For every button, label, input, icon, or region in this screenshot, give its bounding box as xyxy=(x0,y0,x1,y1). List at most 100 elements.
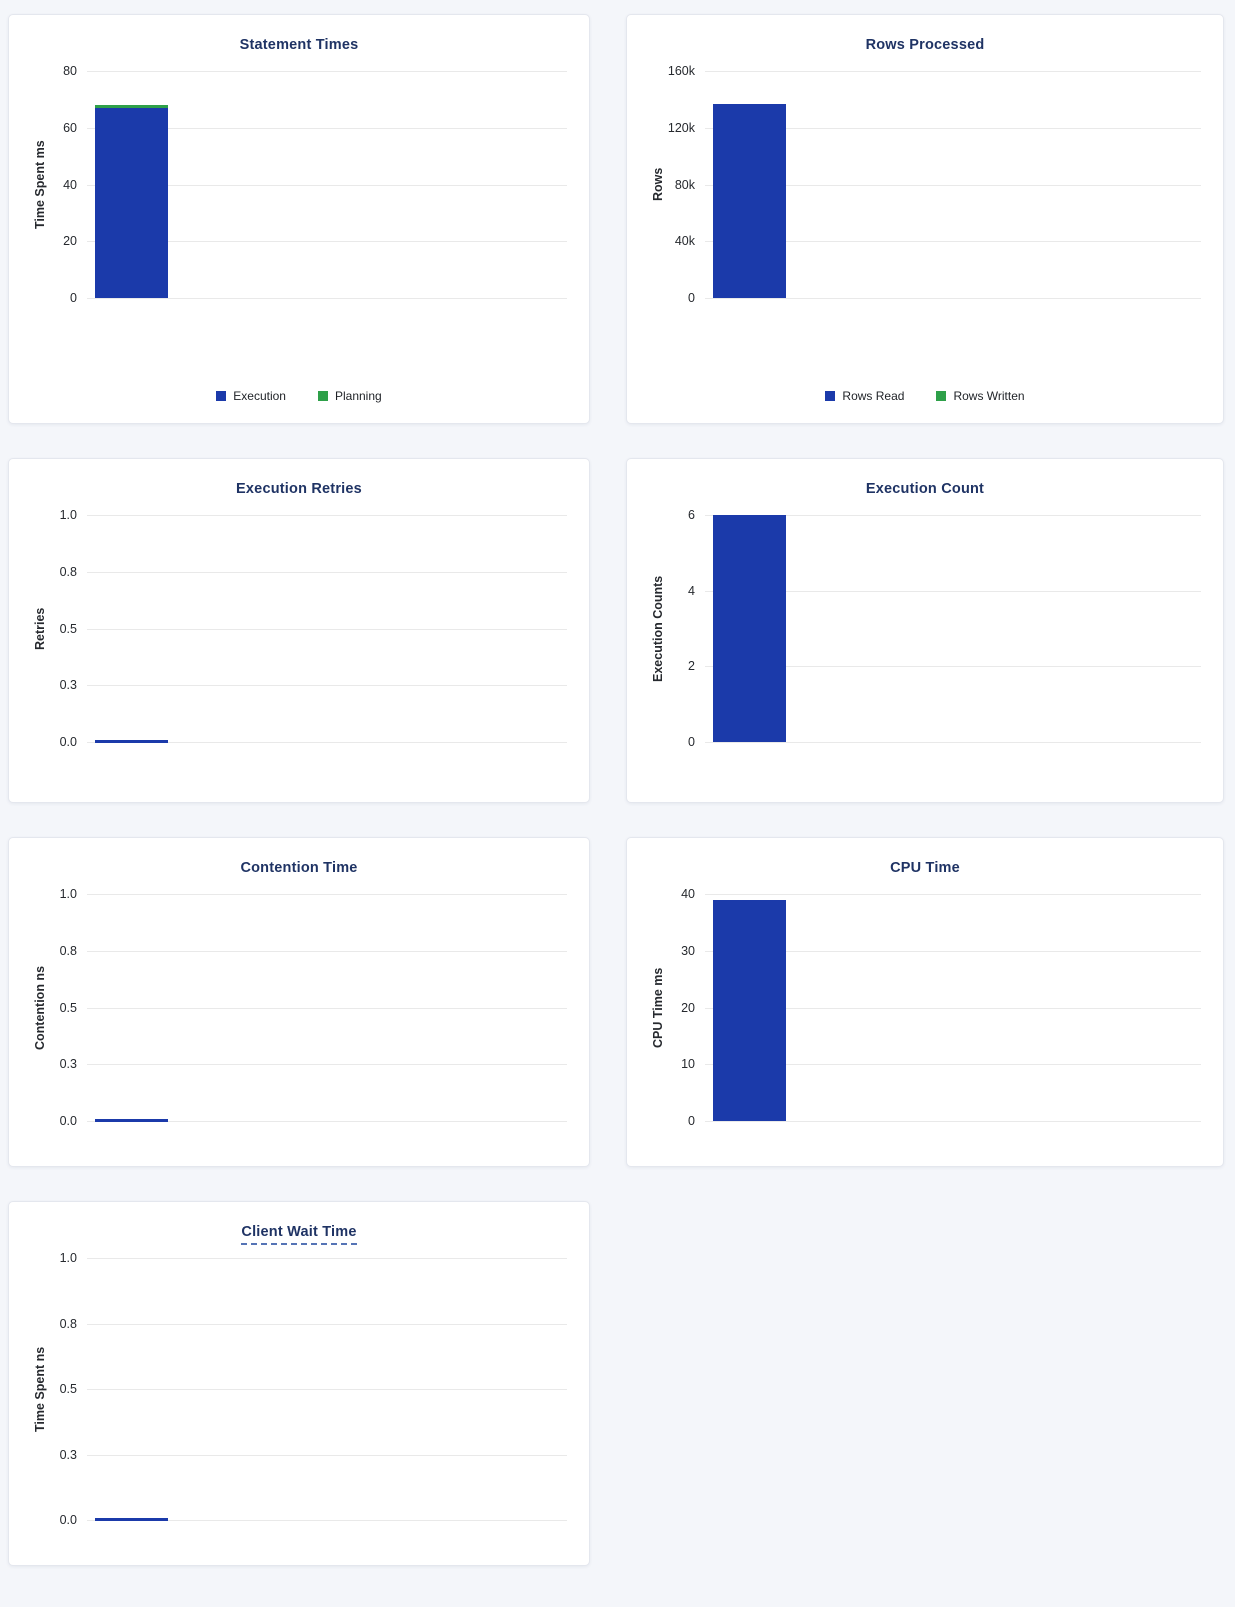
gridline xyxy=(705,894,1201,895)
legend-label: Planning xyxy=(334,389,382,403)
plot-area xyxy=(705,894,1201,1122)
gridline xyxy=(87,1258,567,1259)
cpu-time-bar[interactable] xyxy=(713,899,786,1121)
axis-tick-label: 0.3 xyxy=(59,678,77,693)
gridline xyxy=(705,742,1201,743)
gridline xyxy=(87,1454,567,1456)
axis-tick-label: 6 xyxy=(688,508,695,522)
gridline xyxy=(87,241,567,243)
execution-retries-zero-bar[interactable] xyxy=(95,740,168,743)
legend-label: Rows Read xyxy=(842,389,905,403)
axis-tick-label: 0.8 xyxy=(59,564,77,579)
axis-tick-label: 40 xyxy=(681,887,695,901)
gridline xyxy=(87,71,567,72)
axis-tick-label: 10 xyxy=(681,1057,695,1072)
gridline xyxy=(87,298,567,299)
axis-tick-label: 0.3 xyxy=(59,1057,77,1072)
chart-card-cpu-time: CPU Time CPU Time ms 40 30 20 10 0 xyxy=(626,837,1224,1167)
gridline xyxy=(87,1007,567,1009)
gridline xyxy=(87,685,567,687)
chart-card-execution-retries: Execution Retries Retries 1.0 0.8 0.5 0.3 0.… xyxy=(8,458,590,803)
axis-tick-label: 0.5 xyxy=(59,1382,77,1396)
gridline xyxy=(705,71,1201,72)
axis-tick-label: 0.5 xyxy=(59,1000,77,1015)
gridline xyxy=(87,1064,567,1066)
y-axis-ticks: 1.0 0.8 0.5 0.3 0.0 xyxy=(9,887,77,1128)
rows-read-bar[interactable] xyxy=(713,103,786,298)
gridline xyxy=(705,1007,1201,1009)
chart-title: Client Wait Time xyxy=(9,1224,589,1245)
gridline xyxy=(705,666,1201,668)
axis-tick-label: 0.3 xyxy=(59,1447,77,1462)
chart-title-text: CPU Time xyxy=(890,860,960,876)
gridline xyxy=(87,184,567,186)
planning-bar[interactable] xyxy=(95,105,168,108)
gridline xyxy=(705,1064,1201,1066)
axis-tick-label: 1.0 xyxy=(59,887,77,901)
axis-tick-label: 80 xyxy=(63,64,77,78)
legend-item-execution[interactable]: Execution xyxy=(216,389,286,403)
axis-tick-label: 0.0 xyxy=(59,735,77,749)
gridline xyxy=(87,515,567,516)
axis-tick-label: 80k xyxy=(674,177,695,192)
axis-tick-label: 40k xyxy=(674,234,695,249)
chart-title: Execution Retries xyxy=(9,481,589,497)
gridline xyxy=(87,1520,567,1521)
axis-tick-label: 2 xyxy=(688,659,695,674)
gridline xyxy=(87,571,567,573)
axis-tick-label: 0 xyxy=(688,291,695,305)
axis-tick-label: 160k xyxy=(667,64,695,78)
axis-tick-label: 0.8 xyxy=(59,943,77,958)
gridline xyxy=(705,950,1201,952)
gridline xyxy=(705,184,1201,186)
axis-tick-label: 0 xyxy=(688,735,695,749)
legend-item-rows-written[interactable]: Rows Written xyxy=(936,389,1025,403)
axis-tick-label: 40 xyxy=(63,177,77,192)
legend-swatch-icon xyxy=(216,391,227,401)
y-axis-ticks: 40 30 20 10 0 xyxy=(627,887,695,1128)
chart-title: Execution Count xyxy=(627,481,1223,497)
axis-tick-label: 20 xyxy=(681,1000,695,1015)
gridline xyxy=(705,1121,1201,1122)
chart-legend: Execution Planning xyxy=(9,389,589,403)
plot-area xyxy=(87,894,567,1122)
chart-title-text[interactable]: Client Wait Time xyxy=(241,1224,357,1245)
chart-title: CPU Time xyxy=(627,860,1223,876)
y-axis-ticks: 1.0 0.8 0.5 0.3 0.0 xyxy=(9,508,77,749)
gridline xyxy=(87,894,567,895)
gridline xyxy=(87,1389,567,1390)
chart-title-text: Execution Retries xyxy=(236,481,362,497)
axis-tick-label: 1.0 xyxy=(59,508,77,522)
chart-title: Rows Processed xyxy=(627,37,1223,53)
gridline xyxy=(87,127,567,129)
legend-item-planning[interactable]: Planning xyxy=(317,389,382,403)
chart-card-rows-processed: Rows Processed Rows 160k 120k 80k 40k 0 Rows… xyxy=(626,14,1224,424)
legend-item-rows-read[interactable]: Rows Read xyxy=(825,389,904,403)
axis-tick-label: 1.0 xyxy=(59,1251,77,1265)
client-wait-time-zero-bar[interactable] xyxy=(95,1518,168,1521)
chart-card-contention-time: Contention Time Contention ns 1.0 0.8 0.5 0… xyxy=(8,837,590,1167)
axis-tick-label: 0 xyxy=(688,1114,695,1128)
chart-card-statement-times: Statement Times Time Spent ms 80 60 40 20 0 … xyxy=(8,14,590,424)
execution-bar[interactable] xyxy=(95,107,168,298)
axis-tick-label: 120k xyxy=(667,120,695,135)
execution-count-bar[interactable] xyxy=(713,515,786,742)
axis-tick-label: 30 xyxy=(681,943,695,958)
legend-swatch-icon xyxy=(825,391,836,401)
gridline xyxy=(87,1323,567,1325)
gridline xyxy=(705,298,1201,299)
gridline xyxy=(87,950,567,952)
legend-swatch-icon xyxy=(317,391,328,401)
legend-label: Rows Written xyxy=(953,389,1025,403)
gridline xyxy=(87,628,567,630)
chart-title-text: Execution Count xyxy=(865,481,985,497)
axis-tick-label: 0 xyxy=(70,291,77,305)
gridline xyxy=(87,742,567,743)
chart-title: Contention Time xyxy=(9,860,589,876)
y-axis-ticks: 160k 120k 80k 40k 0 xyxy=(627,64,695,305)
contention-time-zero-bar[interactable] xyxy=(95,1119,168,1122)
plot-area xyxy=(87,71,567,299)
chart-card-client-wait-time: Client Wait Time Time Spent ns 1.0 0.8 0.5… xyxy=(8,1201,590,1566)
plot-area xyxy=(705,515,1201,743)
